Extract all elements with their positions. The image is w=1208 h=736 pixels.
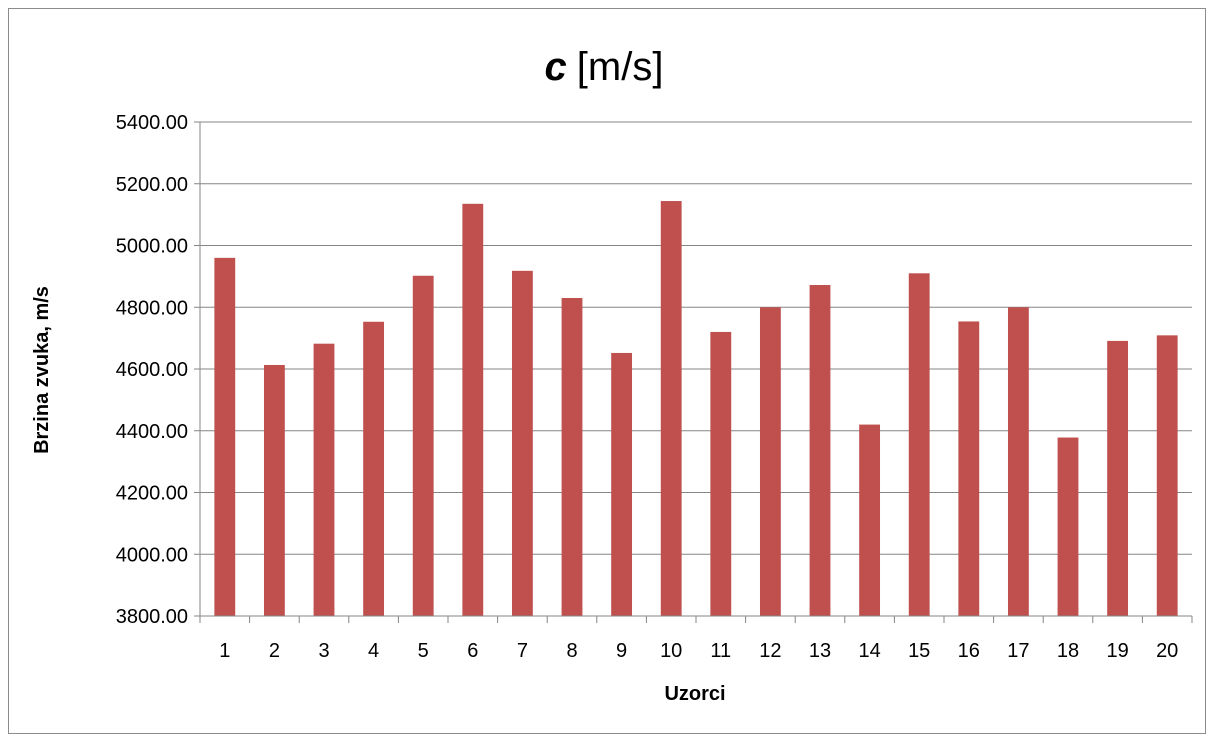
bar-16 bbox=[958, 321, 980, 616]
bar-20 bbox=[1156, 335, 1178, 616]
y-tick-label: 4000.00 bbox=[116, 544, 188, 566]
chart-title-unit: [m/s] bbox=[577, 45, 664, 89]
bars bbox=[214, 201, 1178, 617]
bar-4 bbox=[363, 321, 385, 616]
chart-title-symbol: c bbox=[545, 45, 567, 89]
gridlines bbox=[200, 121, 1192, 555]
x-tick-label: 2 bbox=[269, 640, 280, 662]
chart-frame bbox=[8, 8, 1206, 734]
y-tick-label: 4200.00 bbox=[116, 483, 188, 505]
bar-3 bbox=[313, 343, 335, 616]
bar-12 bbox=[759, 307, 781, 616]
bar-8 bbox=[561, 297, 583, 616]
x-tick-label: 19 bbox=[1106, 640, 1128, 662]
x-tick-label: 17 bbox=[1007, 640, 1029, 662]
y-tick-label: 5200.00 bbox=[116, 174, 188, 196]
x-tick-label: 5 bbox=[418, 640, 429, 662]
y-tick-label: 5400.00 bbox=[116, 112, 188, 134]
chart-title: c [m/s] bbox=[545, 45, 664, 89]
y-tick-labels: 3800.00 4000.00 4200.00 4400.00 4600.00 4800.… bbox=[116, 112, 188, 628]
bar-6 bbox=[462, 203, 484, 616]
bar-10 bbox=[660, 201, 682, 617]
bar-13 bbox=[809, 285, 831, 616]
x-tick-label: 8 bbox=[566, 640, 577, 662]
bar-17 bbox=[1007, 307, 1029, 616]
bar-11 bbox=[710, 331, 732, 616]
bar-7 bbox=[511, 270, 533, 616]
y-tick-label: 4600.00 bbox=[116, 359, 188, 381]
x-tick-label: 13 bbox=[809, 640, 831, 662]
x-tick-label: 14 bbox=[858, 640, 880, 662]
y-tick-label: 5000.00 bbox=[116, 236, 188, 258]
x-axis-title: Uzorci bbox=[664, 683, 725, 705]
x-tick-label: 6 bbox=[467, 640, 478, 662]
bar-5 bbox=[412, 275, 434, 616]
bar-1 bbox=[214, 257, 236, 616]
x-tick-label: 7 bbox=[517, 640, 528, 662]
bar-9 bbox=[611, 352, 633, 616]
y-tick-label: 4800.00 bbox=[116, 297, 188, 319]
y-tick-label: 3800.00 bbox=[116, 606, 188, 628]
bar-15 bbox=[908, 273, 930, 616]
y-tick-label: 4400.00 bbox=[116, 421, 188, 443]
x-tick-labels: 1 2 3 4 5 6 7 8 9 10 11 12 13 14 15 16 17 18 19 20 bbox=[219, 640, 1178, 662]
x-tick-label: 1 bbox=[219, 640, 230, 662]
bar-19 bbox=[1107, 340, 1129, 616]
x-tick-label: 3 bbox=[318, 640, 329, 662]
x-tick-label: 15 bbox=[908, 640, 930, 662]
bar-18 bbox=[1057, 437, 1079, 616]
y-axis-title: Brzina zvuka, m/s bbox=[31, 286, 53, 454]
x-tick-label: 12 bbox=[759, 640, 781, 662]
x-tick-label: 20 bbox=[1156, 640, 1178, 662]
x-tick-label: 18 bbox=[1057, 640, 1079, 662]
x-tick-label: 16 bbox=[958, 640, 980, 662]
axes bbox=[194, 121, 1193, 623]
x-tick-label: 10 bbox=[660, 640, 682, 662]
x-tick-label: 9 bbox=[616, 640, 627, 662]
bar-14 bbox=[859, 424, 881, 616]
x-tick-label: 11 bbox=[710, 640, 731, 662]
x-tick-label: 4 bbox=[368, 640, 379, 662]
bar-2 bbox=[263, 364, 285, 616]
